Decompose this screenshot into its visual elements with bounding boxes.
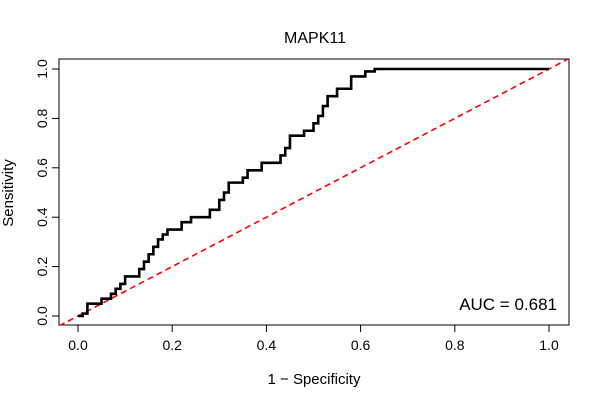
chart-title: MAPK11 [284,30,346,47]
y-axis-ticks: 0.0 0.2 0.4 0.6 0.8 1.0 [34,59,60,326]
plot-frame [58,58,570,326]
x-tick-label: 0.6 [351,337,371,353]
x-axis-ticks: 0.0 0.2 0.4 0.6 0.8 1.0 [68,324,559,353]
y-tick-label: 0.4 [34,207,50,227]
roc-curve-line [78,67,549,318]
plot-area [59,59,569,325]
auc-annotation: AUC = 0.681 [459,295,557,314]
x-tick-label: 0.4 [257,337,277,353]
y-tick-label: 0.2 [34,257,50,277]
y-tick-label: 0.6 [34,158,50,178]
x-tick-label: 0.0 [68,337,88,353]
x-tick-label: 0.2 [162,337,182,353]
y-axis-label: Sensitivity [0,159,17,227]
y-tick-label: 0.8 [34,108,50,128]
x-tick-label: 1.0 [539,337,559,353]
reference-diagonal-line [59,59,569,325]
x-tick-label: 0.8 [445,337,465,353]
y-tick-label: 1.0 [34,59,50,79]
x-axis-label: 1 − Specificity [268,371,361,388]
y-tick-label: 0.0 [34,306,50,326]
